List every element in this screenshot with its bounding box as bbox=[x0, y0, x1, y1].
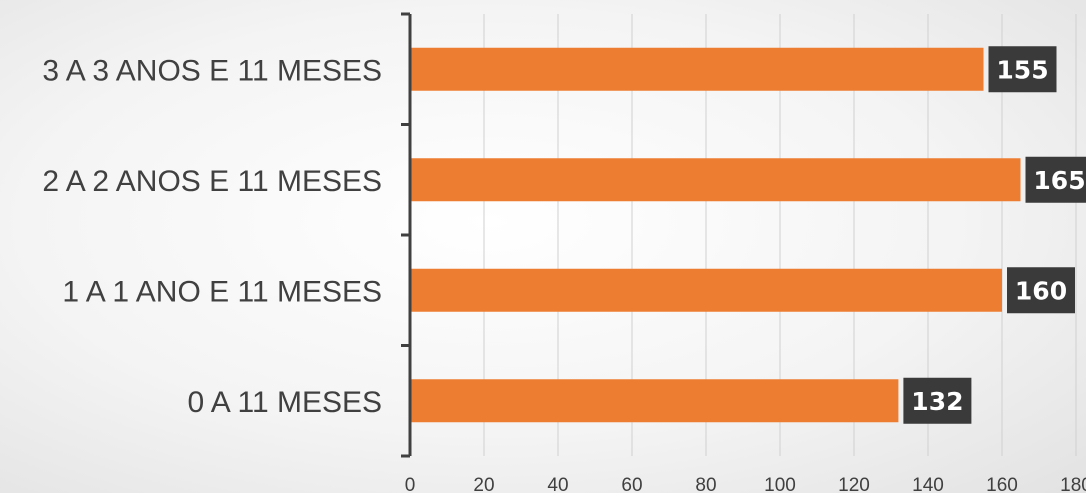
x-tick-label: 160 bbox=[986, 475, 1018, 493]
data-label: 160 bbox=[1015, 276, 1067, 305]
x-tick-label: 40 bbox=[547, 475, 568, 493]
category-label: 2 A 2 ANOS E 11 MESES bbox=[42, 165, 382, 198]
data-label: 155 bbox=[996, 55, 1048, 84]
x-tick-label: 140 bbox=[912, 475, 944, 493]
data-label-box bbox=[903, 377, 972, 424]
x-tick-label: 80 bbox=[695, 475, 716, 493]
bar bbox=[411, 268, 1002, 312]
data-label-box bbox=[988, 46, 1057, 93]
x-tick-label: 20 bbox=[473, 475, 494, 493]
category-label: 3 A 3 ANOS E 11 MESES bbox=[42, 54, 382, 87]
category-label: 0 A 11 MESES bbox=[187, 386, 382, 419]
x-tick-label: 120 bbox=[838, 475, 870, 493]
bar bbox=[411, 47, 984, 91]
x-tick-label: 180 bbox=[1060, 475, 1086, 493]
data-label: 165 bbox=[1033, 166, 1085, 195]
x-tick-label: 0 bbox=[405, 475, 416, 493]
x-tick-label: 60 bbox=[621, 475, 642, 493]
x-tick-label: 100 bbox=[764, 475, 796, 493]
data-label-box bbox=[1007, 267, 1075, 314]
data-label-box bbox=[1025, 156, 1086, 203]
bar bbox=[411, 379, 899, 423]
bar bbox=[411, 158, 1021, 202]
category-label: 1 A 1 ANO E 11 MESES bbox=[62, 275, 382, 308]
data-label: 132 bbox=[911, 387, 963, 416]
